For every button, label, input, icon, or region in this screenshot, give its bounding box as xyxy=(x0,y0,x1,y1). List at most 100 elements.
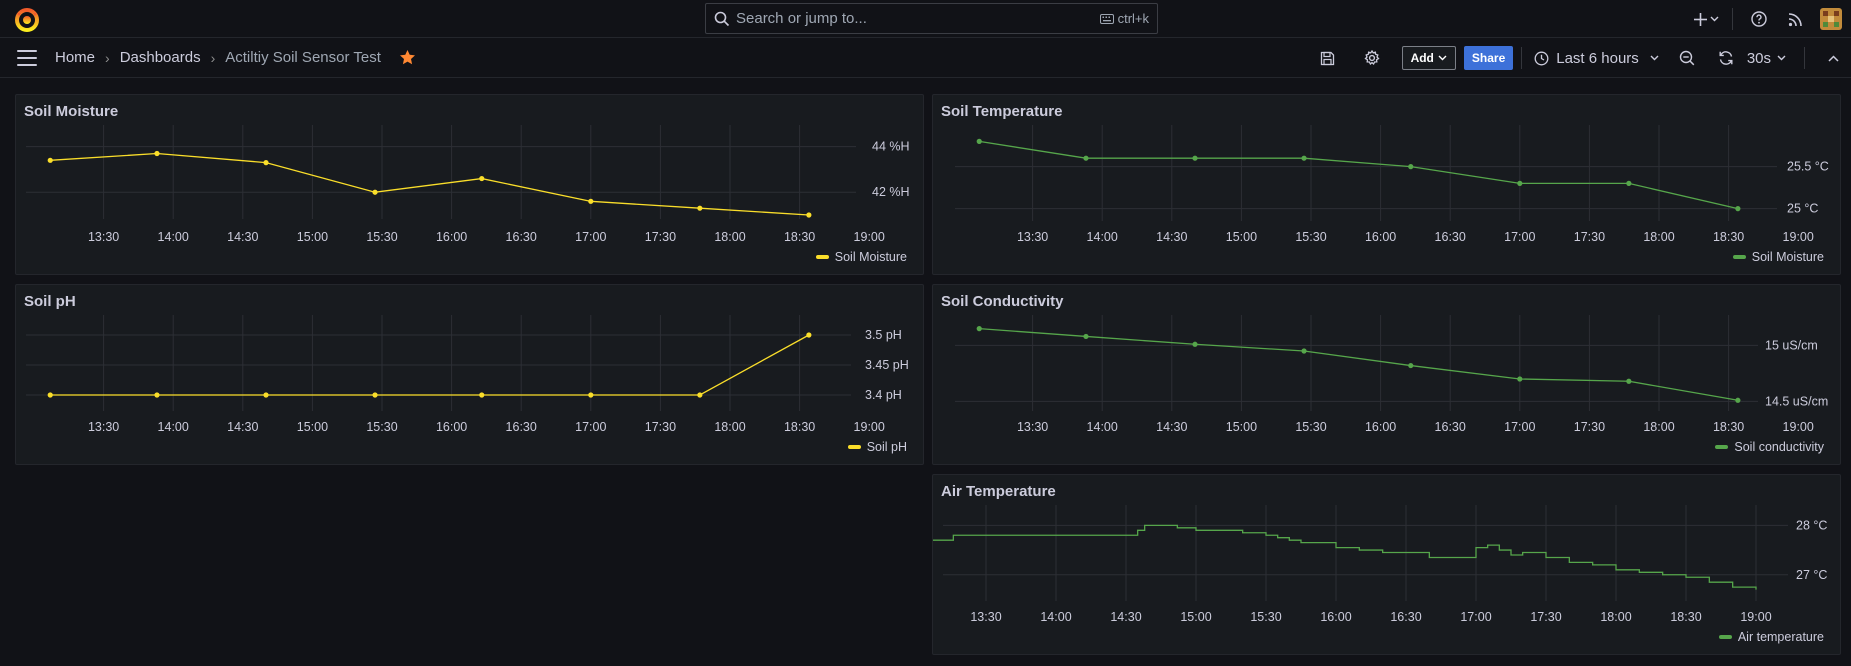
legend-label: Soil Moisture xyxy=(834,250,907,264)
refresh-icon[interactable] xyxy=(1709,50,1743,66)
legend-item[interactable]: Soil conductivity xyxy=(1715,440,1824,454)
star-icon[interactable] xyxy=(399,49,416,66)
data-point[interactable] xyxy=(47,157,53,163)
refresh-interval-picker[interactable]: 30s xyxy=(1747,50,1786,67)
data-point[interactable] xyxy=(263,160,269,166)
data-point[interactable] xyxy=(372,189,378,195)
legend-item[interactable]: Soil Moisture xyxy=(1732,250,1824,264)
x-tick-label: 19:00 xyxy=(1783,230,1814,244)
refresh-interval-label: 30s xyxy=(1746,49,1771,67)
data-point[interactable] xyxy=(976,138,982,144)
data-point[interactable] xyxy=(1626,180,1632,186)
series-line xyxy=(933,524,1757,590)
data-point[interactable] xyxy=(806,212,812,218)
data-point[interactable] xyxy=(479,392,485,398)
data-point[interactable] xyxy=(1192,155,1198,161)
legend-item[interactable]: Soil Moisture xyxy=(815,250,907,264)
data-point[interactable] xyxy=(154,150,160,157)
x-tick-label: 18:30 xyxy=(1713,230,1744,244)
x-tick-label: 14:00 xyxy=(158,420,189,434)
x-tick-label: 17:00 xyxy=(1504,230,1535,244)
x-tick-label: 15:30 xyxy=(1250,610,1281,624)
help-icon[interactable] xyxy=(1741,11,1777,27)
data-point[interactable] xyxy=(1408,164,1414,170)
panel-title: Soil pH xyxy=(24,293,76,310)
series-line xyxy=(50,334,810,396)
data-point[interactable] xyxy=(697,392,703,398)
data-point[interactable] xyxy=(1735,397,1741,403)
new-plus-dropdown[interactable] xyxy=(1688,12,1724,26)
panel-soil-moisture[interactable]: 13:30 14:00 14:30 15:00 15:30 16:00 16:30 17:00… xyxy=(15,94,924,275)
panel-title: Soil Temperature xyxy=(941,103,1063,120)
x-tick-label: 18:00 xyxy=(714,420,745,434)
data-point[interactable] xyxy=(1517,180,1523,186)
x-tick-label: 14:30 xyxy=(1110,610,1141,624)
data-point[interactable] xyxy=(154,392,160,398)
add-button[interactable]: Add xyxy=(1401,46,1456,70)
search-icon xyxy=(714,11,730,26)
data-point[interactable] xyxy=(1626,378,1632,384)
data-point[interactable] xyxy=(1301,348,1307,354)
legend-swatch xyxy=(1715,445,1729,449)
legend-swatch xyxy=(815,255,829,259)
data-point[interactable] xyxy=(1517,376,1523,382)
data-point[interactable] xyxy=(1735,206,1741,212)
x-tick-label: 15:30 xyxy=(1295,230,1326,244)
y-tick-label: 3.4 pH xyxy=(865,388,902,402)
x-tick-label: 13:30 xyxy=(1017,230,1048,244)
x-tick-label: 15:30 xyxy=(366,230,397,244)
data-point[interactable] xyxy=(976,326,982,332)
time-range-picker[interactable]: Last 6 hours xyxy=(1534,50,1659,67)
x-tick-label: 17:30 xyxy=(1530,610,1561,624)
data-point[interactable] xyxy=(588,392,594,398)
breadcrumb-dashboards[interactable]: Dashboards xyxy=(119,49,201,66)
data-point[interactable] xyxy=(697,205,703,211)
y-tick-label: 44 %H xyxy=(872,140,910,154)
x-tick-label: 14:00 xyxy=(1087,420,1118,434)
x-tick-label: 15:30 xyxy=(1295,420,1326,434)
share-button[interactable]: Share xyxy=(1463,46,1514,70)
x-tick-label: 14:30 xyxy=(227,230,258,244)
save-dashboard-icon[interactable] xyxy=(1306,51,1350,66)
data-point[interactable] xyxy=(372,392,378,398)
grafana-logo-icon[interactable] xyxy=(14,7,40,33)
x-tick-label: 15:00 xyxy=(297,420,328,434)
panel-soil-temperature[interactable]: 13:30 14:00 14:30 15:00 15:30 16:00 16:30 17:00… xyxy=(932,94,1841,275)
breadcrumb-home[interactable]: Home xyxy=(55,49,96,66)
data-point[interactable] xyxy=(806,332,812,338)
legend-item[interactable]: Air temperature xyxy=(1718,630,1824,644)
data-point[interactable] xyxy=(1083,155,1089,161)
data-point[interactable] xyxy=(1192,341,1198,347)
x-tick-label: 15:00 xyxy=(297,230,328,244)
collapse-chevron-up-icon[interactable] xyxy=(1819,54,1847,62)
data-point[interactable] xyxy=(263,392,269,398)
x-tick-label: 16:00 xyxy=(1365,230,1396,244)
data-point[interactable] xyxy=(1301,155,1307,161)
add-button-label: Add xyxy=(1410,51,1434,65)
y-tick-label: 15 uS/cm xyxy=(1765,338,1818,352)
x-tick-label: 17:00 xyxy=(1460,610,1491,624)
breadcrumb: Home › Dashboards › Actiltiy Soil Sensor… xyxy=(55,49,416,66)
data-point[interactable] xyxy=(1408,362,1414,369)
x-tick-label: 17:30 xyxy=(1574,420,1605,434)
y-tick-label: 28 °C xyxy=(1796,518,1827,532)
panel-soil-conductivity[interactable]: 13:30 14:00 14:30 15:00 15:30 16:00 16:30 17:00… xyxy=(932,284,1841,465)
data-point[interactable] xyxy=(479,175,485,182)
search-input[interactable]: Search or jump to... ctrl+k xyxy=(705,3,1158,34)
legend-item[interactable]: Soil pH xyxy=(847,440,907,454)
zoom-out-icon[interactable] xyxy=(1665,50,1709,66)
data-point[interactable] xyxy=(47,392,53,398)
data-point[interactable] xyxy=(1083,333,1089,340)
legend-label: Soil Moisture xyxy=(1751,250,1824,264)
x-tick-label: 17:00 xyxy=(575,420,606,434)
data-point[interactable] xyxy=(588,198,594,204)
menu-toggle-icon[interactable] xyxy=(17,50,37,66)
panel-title: Soil Conductivity xyxy=(941,293,1064,310)
user-avatar[interactable] xyxy=(1813,8,1849,30)
panel-soil-ph[interactable]: 13:30 14:00 14:30 15:00 15:30 16:00 16:30 17:00… xyxy=(15,284,924,465)
x-tick-label: 17:30 xyxy=(645,420,676,434)
panel-air-temperature[interactable]: 13:30 14:00 14:30 15:00 15:30 16:00 16:30 17:00… xyxy=(932,474,1841,655)
dashboard-settings-gear-icon[interactable] xyxy=(1350,50,1394,66)
legend-swatch xyxy=(1732,255,1746,259)
news-feed-icon[interactable] xyxy=(1777,12,1813,27)
